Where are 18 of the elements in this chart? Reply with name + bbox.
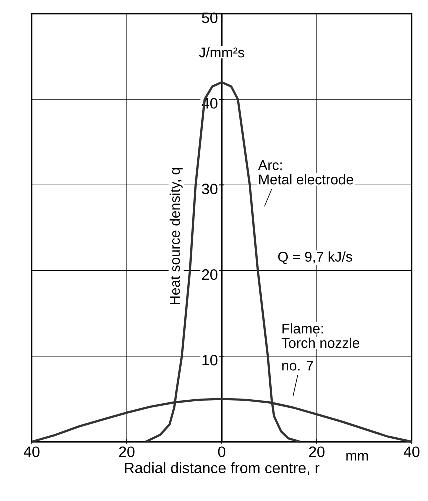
annotation: Arc:: [258, 160, 282, 170]
y-axis-title: Heat source density, q: [170, 168, 183, 305]
x-tick-label: 0: [218, 446, 226, 458]
x-tick-label: 40: [404, 446, 420, 458]
annotation: J/mm²s: [199, 47, 244, 58]
annotation: no. 7: [282, 361, 314, 371]
x-tick-label: 20: [119, 446, 135, 458]
annotation: Flame:: [282, 324, 324, 334]
y-tick-label: 30: [202, 184, 218, 195]
x-tick-label: 20: [309, 446, 325, 458]
annotation: Torch nozzle: [282, 338, 360, 348]
text: mm: [346, 453, 368, 461]
y-tick-label: 10: [202, 355, 218, 366]
annotation: Q = 9,7 kJ/s: [278, 252, 352, 264]
x-axis-title: Radial distance from centre, r: [125, 462, 320, 476]
x-tick-label: 40: [24, 446, 40, 458]
annotation: Metal electrode: [259, 174, 354, 185]
y-tick-label: 20: [202, 269, 218, 280]
